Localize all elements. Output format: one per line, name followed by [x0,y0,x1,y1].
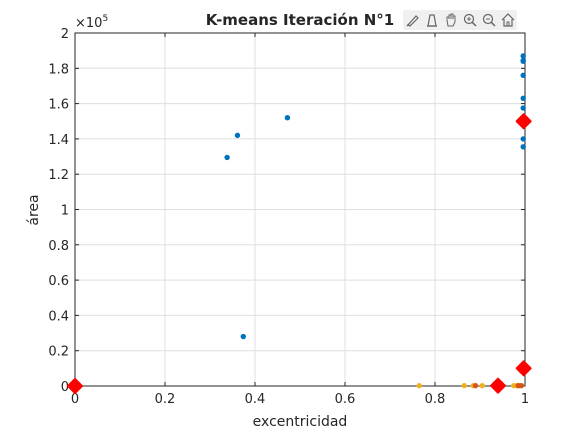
grid-lines [75,33,525,386]
data-point-series-2 [416,382,422,389]
y-tick-label: 1 [61,204,69,219]
data-point-series-3 [472,382,479,389]
y-tick-label: 1.2 [48,168,69,183]
x-tick-label: 0.4 [245,392,266,407]
data-point-series-1 [520,95,526,102]
x-tick-label: 0.8 [425,392,446,407]
data-point-series-2 [461,382,467,389]
data-point-series-1 [520,58,526,64]
brush-button[interactable] [403,10,422,30]
y-tick-label: 1.8 [48,62,69,77]
home-icon [501,13,514,27]
centroid-marker [515,360,532,377]
data-point-series-1 [284,115,291,121]
x-tick-label: 1 [521,392,529,407]
x-tick-label: 0.6 [335,392,356,407]
y-exponent-power: 5 [102,14,108,24]
centroid-marker [490,377,506,394]
centroid-marker [67,378,83,394]
data-point-series-1 [520,53,526,59]
zoom-in-icon [463,13,477,27]
y-axis-exponent: ×105 [75,14,108,31]
y-tick-label: 0.4 [48,309,69,324]
y-axis-label: área [26,194,42,225]
datatip-button[interactable] [422,10,441,30]
data-point-series-1 [234,132,241,139]
y-tick-label: 0.2 [48,345,69,360]
zoom-out-icon [482,13,496,27]
x-axis-label: excentricidad [253,414,348,430]
home-button[interactable] [498,10,517,30]
y-tick-label: 0.6 [48,274,69,289]
y-tick-label: 2 [61,27,69,42]
pan-button[interactable] [441,10,460,30]
data-point-series-1 [240,333,246,340]
data-point-series-1 [520,105,526,111]
y-axis-ticks: 0 0.2 0.4 0.6 0.8 1 1.2 1.4 1.6 1.8 2 [48,27,525,395]
pan-hand-icon [446,13,455,27]
data-point-series-2 [479,382,485,389]
datatip-icon [426,14,437,27]
data-point-series-1 [520,136,526,142]
data-point-series-1 [520,72,526,79]
x-axis-ticks: 0 0.2 0.4 0.6 0.8 1 [71,33,529,407]
data-point-series-1 [224,154,230,161]
brush-icon [405,15,419,27]
chart-title: K-means Iteración N°1 [206,11,394,29]
y-tick-label: 0.8 [48,239,69,254]
data-point-series-3 [518,382,525,389]
y-tick-label: 1.4 [48,133,69,148]
y-tick-label: 1.6 [48,98,69,113]
y-exponent-base: ×10 [75,16,102,31]
x-tick-label: 0.2 [155,392,176,407]
x-tick-label: 0 [71,392,79,407]
data-point-series-1 [520,144,526,150]
centroid-markers [67,113,532,394]
zoom-out-button[interactable] [479,10,498,30]
zoom-in-button[interactable] [460,10,479,30]
axes-toolbar [403,10,517,30]
y-tick-label: 0 [61,380,69,395]
centroid-marker [515,113,532,130]
